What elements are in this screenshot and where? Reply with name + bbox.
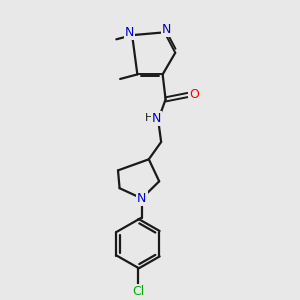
Text: Cl: Cl: [132, 285, 144, 298]
Text: N: N: [137, 192, 146, 205]
Text: N: N: [125, 26, 134, 39]
Text: O: O: [190, 88, 200, 101]
Text: N: N: [152, 112, 161, 125]
Text: N: N: [162, 23, 172, 37]
Text: H: H: [145, 113, 153, 124]
